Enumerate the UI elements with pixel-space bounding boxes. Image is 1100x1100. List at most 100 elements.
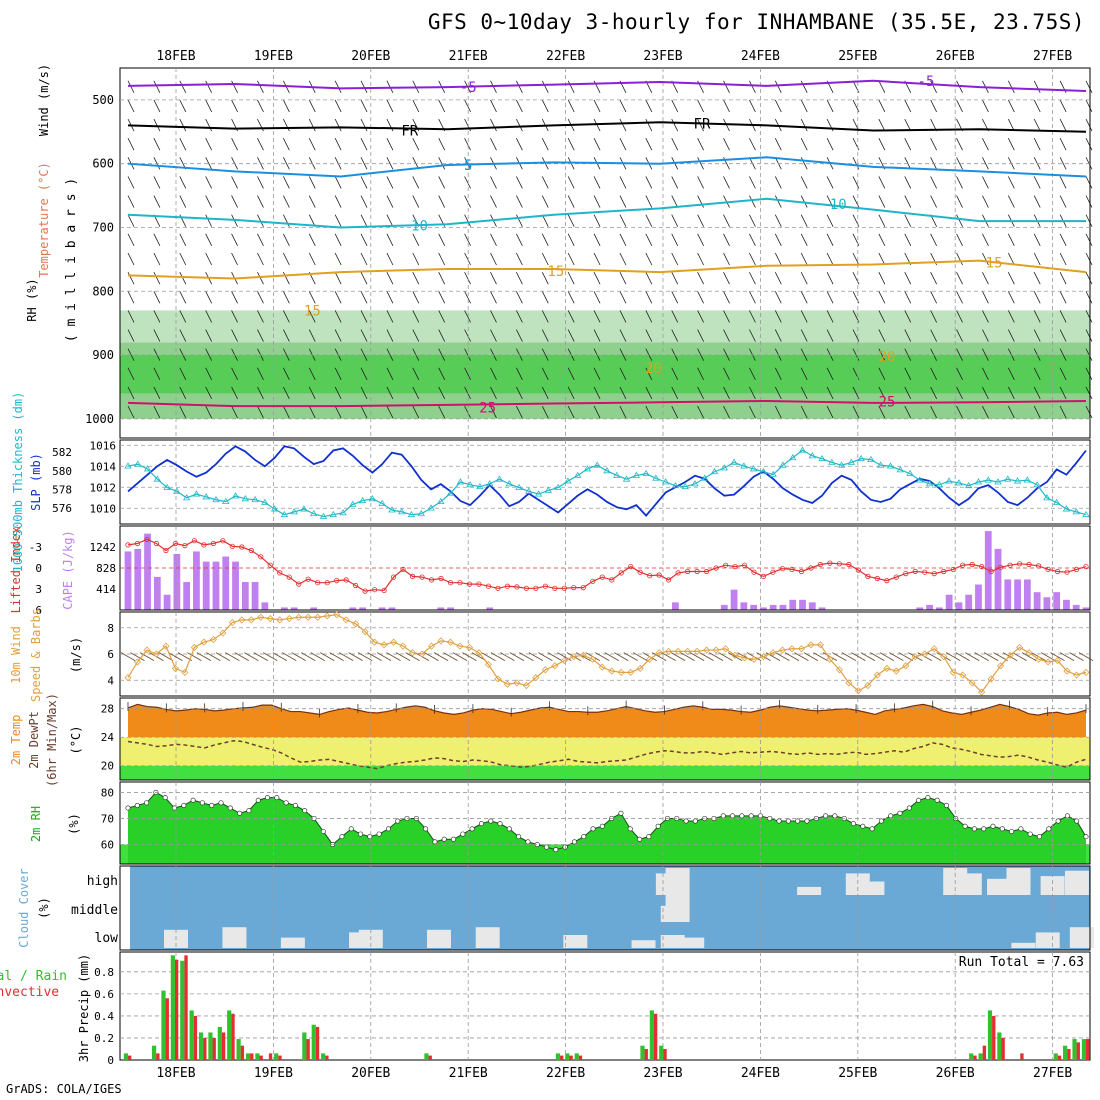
thickness-marker [554,483,562,490]
wind-barb [878,271,886,285]
wind-barb [516,176,523,189]
lifted-index-marker [855,567,861,573]
cape-bar [965,594,973,610]
wind-barb [308,195,316,208]
wind-barb-10m [993,652,1008,661]
wind-barb-10m [898,652,913,661]
cape-bar [378,607,386,610]
cape-bar [789,599,797,610]
rh-marker [730,813,736,819]
wind-barb [516,80,523,93]
wind-barb [671,118,679,132]
wind-speed-marker [380,641,388,649]
wind-speed-marker [873,671,881,679]
lifted-index-marker [609,577,615,583]
cape-bar [1053,592,1061,610]
wind-barb-10m [927,652,942,661]
wind-barb [956,157,963,170]
rh-marker [255,797,261,803]
wind-speed-marker [1044,658,1052,666]
wind-barb [904,214,912,227]
lifted-index-marker [144,536,150,542]
wind-barb-10m [832,652,847,661]
thickness-tick-label: 582 [52,446,72,459]
lifted-index-marker [666,577,672,583]
cape-bar [437,607,445,610]
thickness-tick-label: 580 [52,465,72,478]
lifted-index-marker [969,561,975,568]
thickness-marker [398,508,406,515]
pressure-tick-label: 1000 [85,412,114,426]
cloud-bar [957,873,982,895]
wind-barb [127,386,135,400]
wind-barb [438,233,446,247]
temperature-contour [127,79,1087,92]
slp-line [127,445,1087,517]
thickness-marker [212,495,220,503]
wind-barb [619,367,627,381]
day-label-top: 25FEB [838,49,877,64]
lifted-index-marker [362,588,368,594]
thickness-marker [867,455,875,462]
wind-barb [878,310,886,323]
rh-marker [916,797,922,803]
wind-barb [697,176,704,189]
wind-barb [308,367,316,381]
wind-barb [723,137,730,151]
thickness-marker [407,510,416,518]
wind-barb-10m [670,652,686,661]
wind-axis-label: 10m Wind [9,626,23,684]
wind-barb-10m [870,652,885,661]
contour-label: 15 [547,264,564,280]
wind-barb-10m [319,652,335,661]
lifted-index-marker [751,569,757,575]
thickness-marker [632,471,641,478]
wind-barb [723,329,730,342]
rh-marker [125,805,131,811]
wind-speed-marker [513,679,521,687]
wind-barb [308,291,316,304]
temp-tick-label: 28 [101,703,114,716]
lifted-index-marker [495,585,501,591]
wind-barb [541,176,549,189]
wind-barb-10m [509,652,525,661]
wind-barb [257,386,264,400]
lifted-index-marker [476,581,482,587]
lifted-index-marker [722,562,729,568]
precip-convective-bar [325,1055,329,1060]
wind-barb [1059,118,1067,132]
wind-barb [956,405,963,419]
wind-barb [231,291,238,304]
rh-marker [971,826,977,832]
wind-barb [334,291,342,304]
wind-barb [619,348,627,361]
wind-barb [878,176,886,189]
cape-bar [193,551,200,610]
wind-barb [282,137,290,151]
wind-barb [282,348,290,361]
wind-barb [257,137,264,151]
rh-marker [348,826,354,832]
thickness-marker [251,495,259,503]
wind-barb [645,233,653,247]
cloud-background [130,866,1090,950]
lifted-index-marker [931,570,937,577]
wind-barb-10m [803,652,819,661]
wind-barb [1007,99,1015,113]
wind-barb [567,310,575,323]
precip-convective-bar [156,1053,160,1060]
wind-barb [723,233,730,247]
lifted-index-marker [988,568,994,575]
wind-barb [360,157,368,170]
thickness-marker [740,462,748,469]
wind-barb-10m [860,652,876,661]
contour-label: 10 [830,197,847,213]
wind-barb [697,310,704,323]
rh-marker [748,813,754,819]
lifted-index-marker [590,578,596,584]
rh-marker [860,823,866,829]
thickness-marker [1062,505,1071,512]
rh-marker [562,844,568,850]
wind-barb [1085,233,1093,247]
lifted-index-marker [409,573,416,580]
